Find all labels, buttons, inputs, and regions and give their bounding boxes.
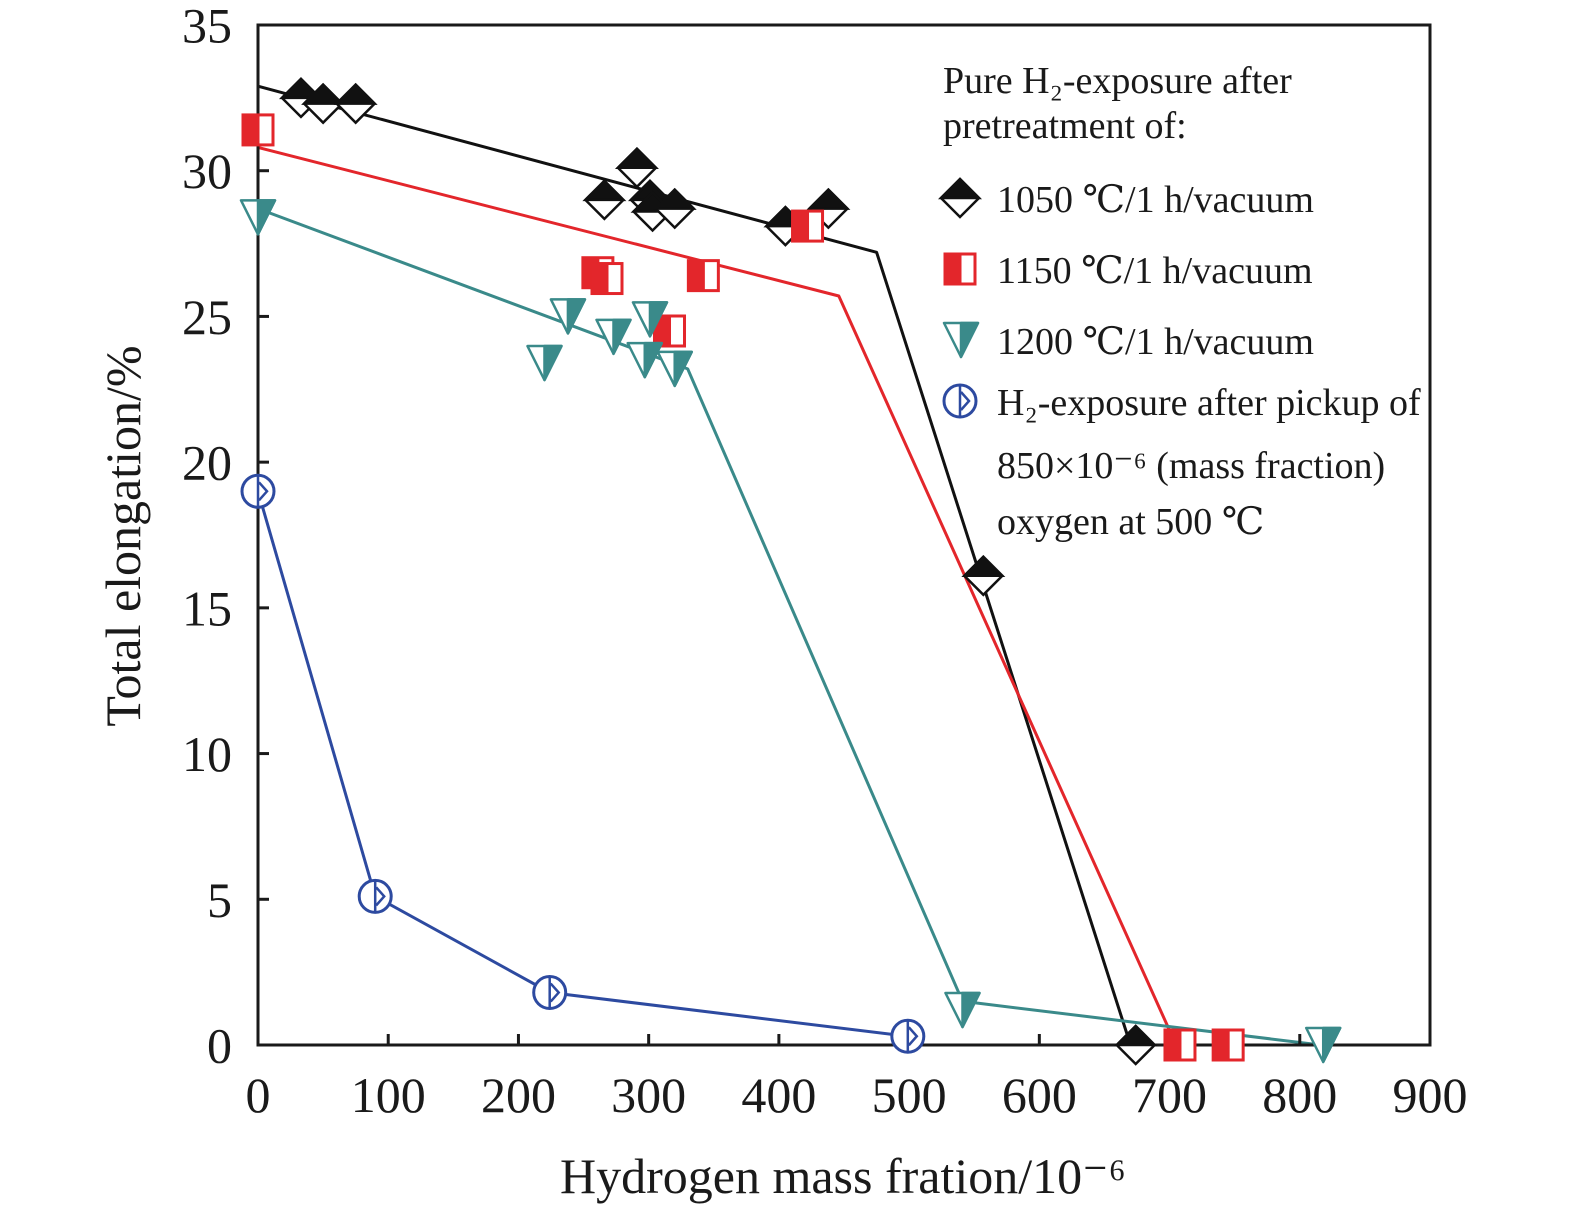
legend-label-1150: 1150 ℃/1 h/vacuum: [997, 250, 1313, 292]
series-3-point: [595, 318, 632, 356]
series-4-point: [240, 473, 276, 509]
legend-title-line-2: pretreatment of:: [943, 105, 1187, 147]
series-1-point: [582, 179, 627, 221]
series-3-point: [944, 991, 981, 1029]
legend-label-1200: 1200 ℃/1 h/vacuum: [997, 321, 1314, 363]
x-tick-label: 0: [246, 1067, 271, 1123]
series-3-point: [656, 350, 693, 388]
series-2-point: [1211, 1028, 1245, 1062]
series-3-point: [631, 301, 669, 338]
legend-label-oxygen-line-2: 850×10⁻⁶ (mass fraction): [997, 445, 1385, 487]
series-4-point: [357, 878, 393, 914]
series-2-point: [653, 314, 687, 348]
plot-frame: [256, 23, 1432, 1047]
legend-marker-oxygen: [942, 383, 978, 419]
series-2-point: [791, 209, 825, 243]
data-points: [239, 77, 1342, 1066]
series-2-point: [590, 262, 624, 296]
series-3-point: [526, 344, 563, 382]
y-tick-label: 30: [182, 143, 232, 199]
series-1-point: [1113, 1024, 1158, 1066]
series-1-point: [301, 82, 346, 125]
legend-title-line-1: Pure H₂-exposure after: [943, 60, 1292, 102]
legend-label-oxygen-line-3: oxygen at 500 ℃: [997, 501, 1264, 543]
x-tick-label: 400: [741, 1067, 816, 1123]
legend-marker-1050: [937, 177, 983, 219]
series-4-point: [532, 975, 568, 1011]
series-1-point: [652, 187, 697, 230]
series-3-point: [239, 199, 277, 236]
series-1-point: [614, 147, 659, 189]
series-1-point: [961, 555, 1006, 597]
y-axis-ticks: 0 5 10 15 20 25 30 35: [182, 0, 269, 1074]
x-tick-label: 200: [481, 1067, 556, 1123]
legend-marker-1200: [942, 321, 980, 359]
series-3-point: [549, 298, 587, 335]
x-tick-label: 700: [1132, 1067, 1207, 1123]
y-tick-label: 15: [182, 580, 232, 636]
legend-label-oxygen-line-1: H₂-exposure after pickup of: [997, 382, 1421, 424]
legend-label-1050: 1050 ℃/1 h/vacuum: [997, 179, 1314, 221]
x-tick-label: 800: [1262, 1067, 1337, 1123]
series-2-point: [686, 259, 720, 293]
y-tick-label: 10: [182, 726, 232, 782]
series-lines: [256, 84, 1321, 1047]
legend-marker-1150: [943, 252, 977, 286]
series-2-line: [257, 145, 1178, 1046]
legend: Pure H₂-exposure after pretreatment of: …: [937, 60, 1421, 543]
series-4-line: [256, 490, 908, 1038]
y-tick-label: 20: [182, 435, 232, 491]
x-tick-label: 600: [1002, 1067, 1077, 1123]
series-2-point: [1163, 1028, 1197, 1062]
series-2-point: [241, 113, 275, 147]
y-tick-label: 35: [182, 0, 232, 54]
y-axis-label: Total elongation/%: [95, 345, 151, 726]
y-tick-label: 0: [207, 1018, 232, 1074]
x-tick-label: 100: [351, 1067, 426, 1123]
y-tick-label: 5: [207, 872, 232, 928]
series-1-point: [333, 82, 378, 125]
x-tick-label: 300: [611, 1067, 686, 1123]
series-3-point: [626, 341, 664, 379]
x-tick-label: 500: [872, 1067, 947, 1123]
series-4-point: [890, 1018, 926, 1054]
series-3-line: [257, 207, 1321, 1047]
series-3-point: [1304, 1026, 1342, 1064]
series-1-line: [257, 84, 1132, 1046]
x-tick-label: 900: [1393, 1067, 1468, 1123]
x-axis-ticks: 0 100 200 300 400 500 600 700 800 900: [246, 1034, 1468, 1123]
y-tick-label: 25: [182, 289, 232, 345]
x-axis-label: Hydrogen mass fration/10⁻⁶: [560, 1148, 1126, 1204]
